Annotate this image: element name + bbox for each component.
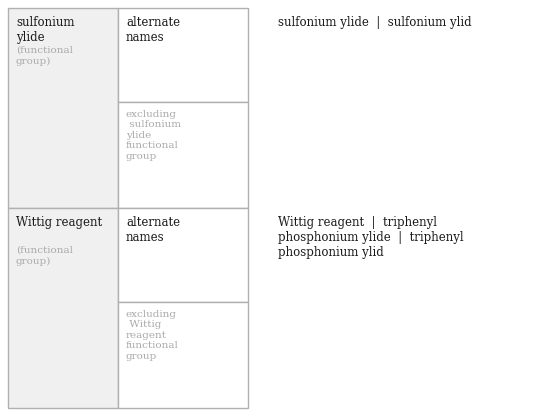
Text: excluding
 Wittig
reagent
functional
group: excluding Wittig reagent functional grou… (126, 310, 179, 361)
Text: alternate
names: alternate names (126, 216, 180, 244)
Text: Wittig reagent  |  triphenyl
phosphonium ylide  |  triphenyl
phosphonium ylid: Wittig reagent | triphenyl phosphonium y… (278, 216, 464, 259)
Text: sulfonium
ylide: sulfonium ylide (16, 16, 74, 44)
Bar (118, 102, 248, 208)
Bar (118, 302, 248, 408)
Text: (functional
group): (functional group) (16, 246, 73, 265)
Bar (118, 208, 248, 302)
Bar (8, 8, 118, 208)
Bar (8, 208, 118, 408)
Text: sulfonium ylide  |  sulfonium ylid: sulfonium ylide | sulfonium ylid (278, 16, 472, 29)
Text: (functional
group): (functional group) (16, 46, 73, 66)
Text: excluding
 sulfonium
ylide
functional
group: excluding sulfonium ylide functional gro… (126, 110, 181, 160)
Bar (118, 8, 248, 102)
Text: Wittig reagent: Wittig reagent (16, 216, 102, 229)
Text: alternate
names: alternate names (126, 16, 180, 44)
